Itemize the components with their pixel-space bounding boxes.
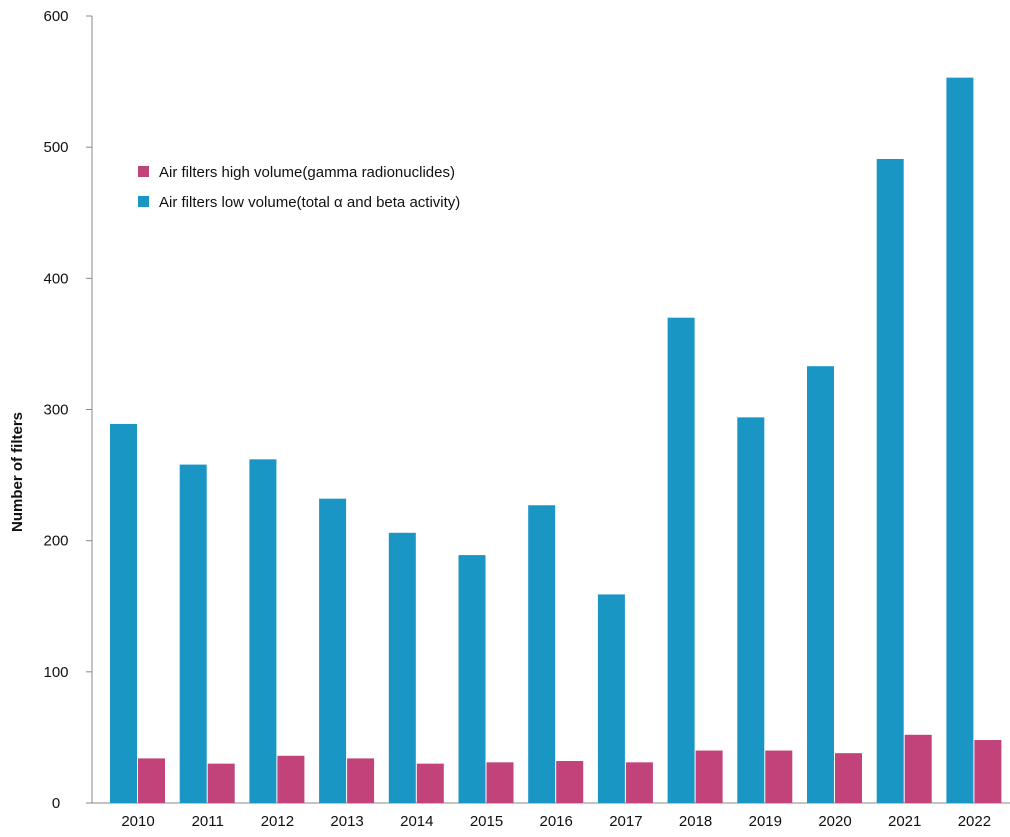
y-tick-label: 500 xyxy=(43,139,68,156)
bar-low-volume-2019 xyxy=(737,417,765,803)
bar-high-volume-2014 xyxy=(416,763,444,803)
x-tick-label: 2020 xyxy=(818,813,851,830)
bars xyxy=(110,77,1002,804)
y-axis-title: Number of filters xyxy=(9,412,26,532)
y-tick-label: 200 xyxy=(43,533,68,550)
legend: Air filters high volume(gamma radionucli… xyxy=(138,164,460,211)
bar-high-volume-2022 xyxy=(974,740,1002,803)
bar-high-volume-2011 xyxy=(207,763,235,803)
bar-high-volume-2010 xyxy=(138,758,165,803)
x-tick-label: 2018 xyxy=(679,813,712,830)
bar-low-volume-2016 xyxy=(528,505,556,803)
bar-high-volume-2016 xyxy=(556,761,584,803)
x-tick-label: 2015 xyxy=(470,813,503,830)
y-tick-label: 300 xyxy=(43,402,68,419)
x-tick-label: 2011 xyxy=(192,813,224,830)
bar-low-volume-2010 xyxy=(110,423,137,803)
legend-swatch xyxy=(138,166,149,177)
tick-labels: 0 100 200 300 400 500 600 2010 2011 2012 2013 2014 2… xyxy=(43,8,991,830)
legend-label: Air filters low volume(total α and beta … xyxy=(159,194,460,211)
bar-low-volume-2020 xyxy=(807,366,834,803)
bar-high-volume-2018 xyxy=(695,750,723,803)
bar-high-volume-2017 xyxy=(625,762,653,803)
x-tick-label: 2016 xyxy=(540,813,573,830)
bar-low-volume-2018 xyxy=(667,317,695,803)
bar-high-volume-2012 xyxy=(277,755,305,803)
x-tick-label: 2014 xyxy=(400,813,433,830)
x-tick-label: 2017 xyxy=(609,813,642,830)
y-tick-label: 600 xyxy=(43,8,68,25)
y-tick-label: 400 xyxy=(43,270,68,287)
bar-low-volume-2021 xyxy=(876,158,904,803)
x-tick-label: 2010 xyxy=(121,813,154,830)
bar-low-volume-2017 xyxy=(597,594,625,803)
bar-low-volume-2015 xyxy=(458,555,486,803)
x-tick-label: 2019 xyxy=(749,813,782,830)
legend-label: Air filters high volume(gamma radionucli… xyxy=(159,164,455,181)
x-tick-label: 2013 xyxy=(330,813,363,830)
x-tick-label: 2012 xyxy=(261,813,294,830)
y-tick-label: 100 xyxy=(43,664,68,681)
bar-low-volume-2014 xyxy=(388,532,416,803)
legend-swatch xyxy=(138,196,149,207)
y-tick-label: 0 xyxy=(52,795,60,812)
bar-high-volume-2020 xyxy=(835,753,862,803)
x-tick-label: 2022 xyxy=(958,813,991,830)
bar-low-volume-2012 xyxy=(249,459,277,803)
bar-low-volume-2013 xyxy=(319,498,347,803)
x-tick-label: 2021 xyxy=(888,813,921,830)
bar-high-volume-2013 xyxy=(347,758,375,803)
bar-high-volume-2021 xyxy=(904,734,932,803)
bar-low-volume-2022 xyxy=(946,77,974,804)
bar-low-volume-2011 xyxy=(179,464,207,803)
bar-high-volume-2019 xyxy=(765,750,793,803)
bar-high-volume-2015 xyxy=(486,762,514,803)
